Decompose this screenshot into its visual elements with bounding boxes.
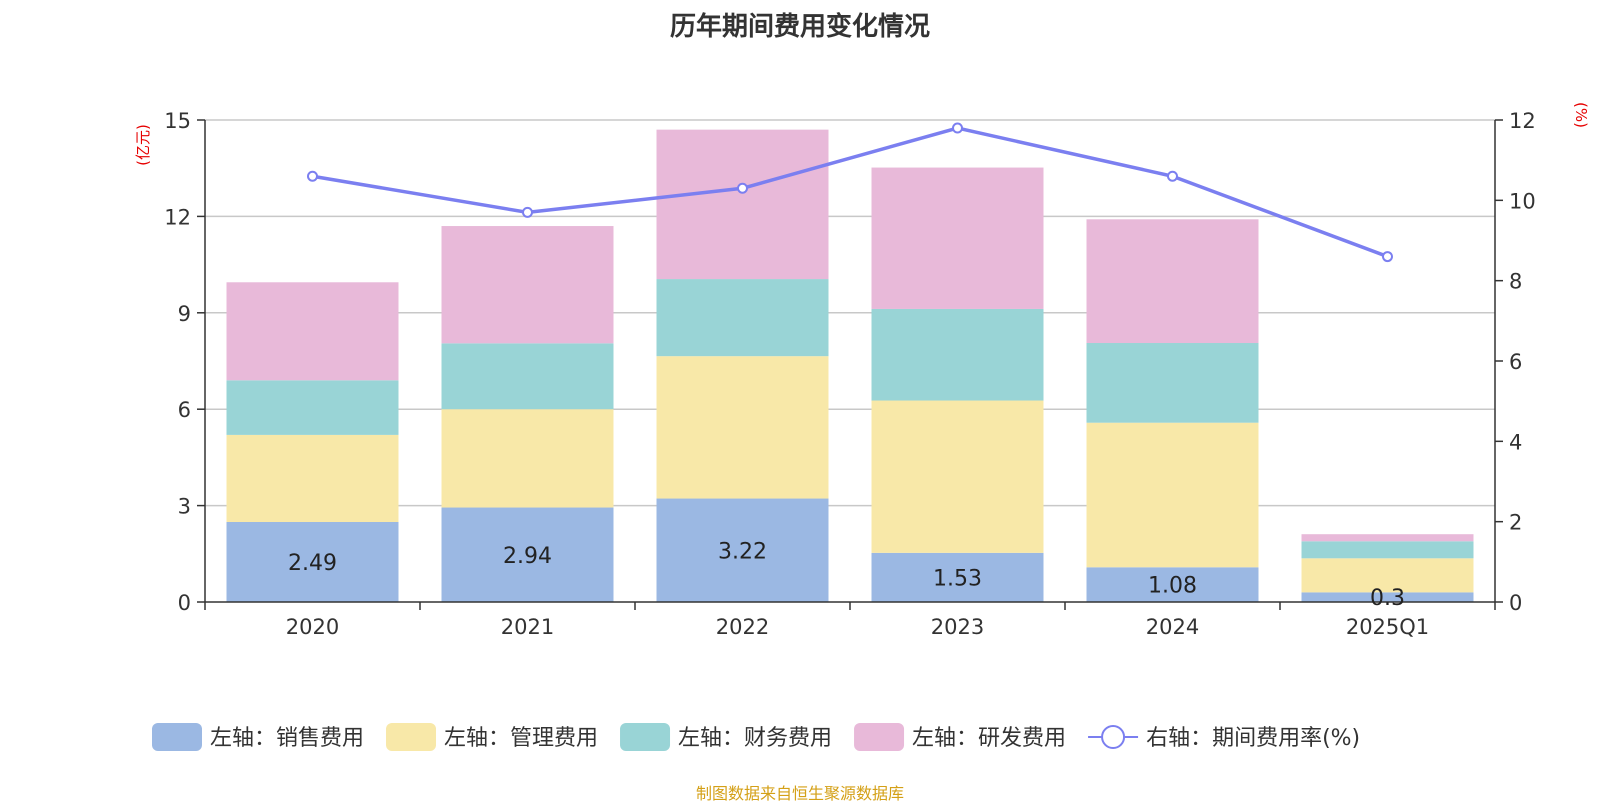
line-point: [307, 170, 318, 182]
right-tick-label: 8: [1509, 270, 1522, 294]
legend-swatch-rnd: [854, 723, 905, 751]
bar-value-label: 2.94: [503, 544, 552, 569]
right-tick-label: 0: [1509, 591, 1522, 615]
bar-value-label: 0.3: [1370, 586, 1405, 611]
legend-label-rnd: 左轴：研发费用: [912, 726, 1066, 751]
legend-swatch-finance: [620, 723, 671, 751]
left-tick-label: 6: [178, 398, 191, 422]
bars-layer: [226, 129, 1474, 602]
bar-sales: [656, 498, 829, 602]
legend-swatch-sales: [152, 723, 202, 751]
left-axis-unit: (亿元): [134, 124, 152, 166]
bar-admin: [871, 400, 1044, 553]
line-point: [952, 122, 963, 134]
axes-layer: 0 3 6 9 12 15 0 2 4 6 8 10 12 (亿元) (%) 2020 2021 2022 2023…: [134, 102, 1590, 639]
bar-value-label: 3.22: [718, 539, 767, 564]
bar-sales: [1301, 592, 1474, 602]
right-tick-label: 6: [1509, 350, 1522, 374]
bar-sales: [441, 507, 614, 602]
line-layer: [307, 122, 1393, 263]
chart-title: 历年期间费用变化情况: [669, 12, 930, 42]
labels-layer: 2.49 2.94 3.22 1.53 1.08 0.3: [288, 539, 1405, 611]
bar-rnd: [871, 167, 1044, 309]
bar-admin: [441, 409, 614, 508]
bar-sales: [871, 552, 1044, 602]
bar-admin: [226, 434, 399, 522]
bar-sales: [1086, 567, 1259, 602]
legend-swatch-admin: [386, 723, 437, 751]
bar-finance: [1086, 343, 1259, 423]
line-point: [737, 182, 748, 194]
bar-finance: [871, 308, 1044, 401]
bar-admin: [656, 356, 829, 499]
x-tick-label: 2020: [286, 615, 339, 639]
right-tick-label: 4: [1509, 430, 1522, 454]
bar-rnd: [1301, 534, 1474, 542]
bar-sales: [226, 521, 399, 602]
legend-label-admin: 左轴：管理费用: [444, 726, 598, 751]
right-tick-label: 10: [1509, 189, 1536, 213]
bar-admin: [1086, 422, 1259, 568]
legend-label-sales: 左轴：销售费用: [210, 726, 364, 751]
bar-value-label: 1.53: [933, 566, 982, 591]
bar-value-label: 1.08: [1148, 574, 1197, 599]
legend-label-rate: 右轴：期间费用率(%): [1146, 726, 1360, 751]
bar-admin: [1301, 558, 1474, 593]
left-tick-label: 9: [178, 302, 191, 326]
right-tick-label: 2: [1509, 511, 1522, 535]
line-point: [1382, 251, 1393, 263]
bar-rnd: [226, 282, 399, 381]
x-tick-label: 2021: [501, 615, 554, 639]
data-source-note: 制图数据来自恒生聚源数据库: [695, 784, 904, 803]
bar-finance: [441, 343, 614, 410]
x-tick-label: 2023: [931, 615, 984, 639]
line-point: [1167, 170, 1178, 182]
right-axis-unit: (%): [1572, 102, 1590, 128]
bar-finance: [226, 380, 399, 435]
legend: 左轴：销售费用 左轴：管理费用 左轴：财务费用 左轴：研发费用 右轴：期间费用率(%): [152, 723, 1360, 751]
right-tick-label: 12: [1509, 109, 1536, 133]
x-tick-label: 2025Q1: [1346, 615, 1429, 639]
bar-rnd: [656, 129, 829, 280]
bar-rnd: [441, 226, 614, 344]
left-tick-label: 0: [178, 591, 191, 615]
legend-swatch-marker: [1101, 725, 1126, 749]
left-tick-label: 12: [164, 205, 191, 229]
left-tick-label: 15: [164, 109, 191, 133]
line-rate: [312, 126, 1389, 259]
bar-finance: [1301, 541, 1474, 559]
grid-layer: [205, 119, 1495, 507]
x-tick-label: 2022: [716, 615, 769, 639]
bar-finance: [656, 279, 829, 357]
bar-rnd: [1086, 219, 1259, 344]
line-point: [522, 206, 533, 218]
x-tick-label: 2024: [1146, 615, 1199, 639]
bar-value-label: 2.49: [288, 551, 337, 576]
legend-label-finance: 左轴：财务费用: [678, 726, 832, 751]
left-tick-label: 3: [178, 495, 191, 519]
